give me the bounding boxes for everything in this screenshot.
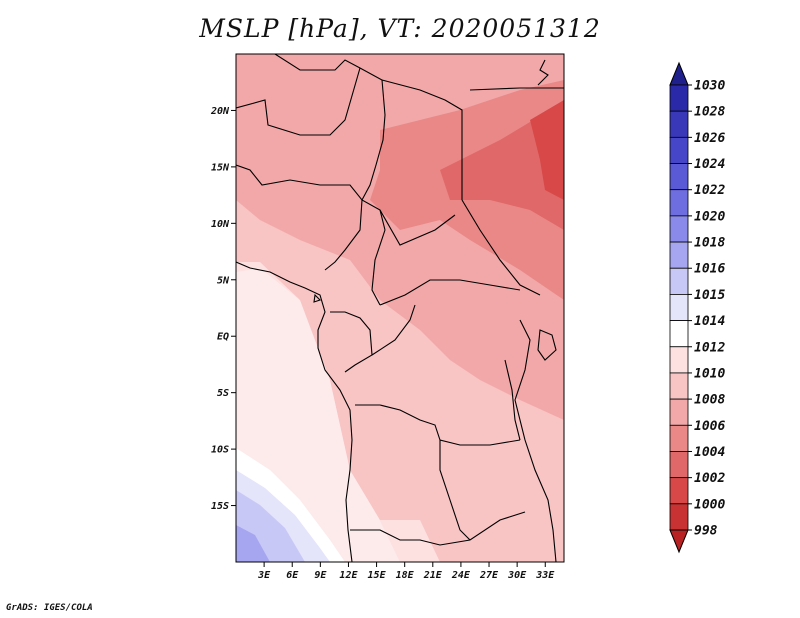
colorbar-segment xyxy=(669,320,689,348)
map-title: MSLP [hPa], VT: 2020051312 xyxy=(199,14,601,43)
lon-label: 27E xyxy=(479,570,499,581)
colorbar-segment xyxy=(669,110,689,138)
colorbar-label: 1026 xyxy=(694,131,725,146)
colorbar-segment xyxy=(669,241,689,269)
colorbar-bottom-arrow xyxy=(669,529,689,554)
border xyxy=(461,199,541,296)
colorbar-segment xyxy=(669,346,689,374)
lat-label: 5S xyxy=(217,388,229,399)
colorbar-label: 1015 xyxy=(694,288,725,303)
map-frame xyxy=(235,53,565,563)
colorbar-segment xyxy=(669,189,689,217)
lat-label: 10S xyxy=(211,445,229,456)
colorbar-segment xyxy=(669,267,689,295)
colorbar-label: 1014 xyxy=(694,314,725,329)
colorbar-label: 1022 xyxy=(694,183,725,198)
colorbar-label: 1018 xyxy=(694,236,725,251)
lon-label: 12E xyxy=(339,570,358,581)
lon-label: 30E xyxy=(507,570,527,581)
colorbar: 1030 1028 1026 1024 1022 1020 1018 1016 1015 1014… xyxy=(669,61,725,554)
pressure-field xyxy=(236,54,564,562)
lat-label: 15S xyxy=(211,501,229,512)
lat-label: 5N xyxy=(217,275,230,286)
colorbar-label: 1020 xyxy=(694,209,725,224)
border xyxy=(371,229,386,306)
border xyxy=(379,209,456,246)
colorbar-segment xyxy=(669,372,689,400)
colorbar-label: 1000 xyxy=(694,497,725,512)
lon-label: 33E xyxy=(535,570,555,581)
colorbar-label: 1016 xyxy=(694,262,725,277)
border xyxy=(324,199,363,271)
colorbar-segment xyxy=(669,451,689,479)
lake xyxy=(537,329,557,361)
colorbar-label: 1028 xyxy=(694,105,725,120)
colorbar-segment xyxy=(669,503,689,531)
field-1004-1006 xyxy=(440,100,564,230)
lat-label: 20N xyxy=(210,106,230,117)
lon-label: 9E xyxy=(314,570,327,581)
colorbar-label: 1012 xyxy=(694,340,725,355)
colorbar-label: 1006 xyxy=(694,419,725,434)
coastline xyxy=(537,59,549,86)
colorbar-label: 998 xyxy=(694,524,718,539)
axis-labels: 20N 15N 10N 5N EQ 5S 10S 15S 3E 6E 9E 12E 15E 18E 21E 2… xyxy=(210,106,555,581)
colorbar-top-arrow xyxy=(669,61,689,86)
coastlines-borders xyxy=(236,54,564,562)
colorbar-label: 1002 xyxy=(694,471,725,486)
border xyxy=(355,404,521,446)
colorbar-segment xyxy=(669,163,689,191)
colorbar-segment xyxy=(669,477,689,505)
colorbar-label: 1024 xyxy=(694,157,725,172)
coastline xyxy=(236,261,353,562)
field-1018-1020 xyxy=(236,525,270,562)
lake xyxy=(504,359,521,441)
colorbar-segment xyxy=(669,136,689,164)
border xyxy=(379,279,521,306)
lat-label: 10N xyxy=(211,219,230,230)
field-1002-1004 xyxy=(530,100,564,200)
colorbar-segment xyxy=(669,424,689,452)
border xyxy=(236,164,386,231)
grads-credit: GrADS: IGES/COLA xyxy=(6,603,93,613)
border xyxy=(236,67,361,136)
lon-label: 21E xyxy=(423,570,443,581)
lat-label: EQ xyxy=(217,332,229,343)
border xyxy=(469,87,564,91)
border xyxy=(439,440,471,541)
lon-label: 15E xyxy=(368,570,387,581)
lon-label: 18E xyxy=(396,570,415,581)
colorbar-segment xyxy=(669,294,689,321)
colorbar-label: 1010 xyxy=(694,366,725,381)
border xyxy=(330,311,373,373)
border xyxy=(350,511,526,546)
colorbar-segment xyxy=(669,398,689,426)
lon-label: 3E xyxy=(257,570,271,581)
lon-label: 6E xyxy=(286,570,299,581)
border xyxy=(381,79,463,200)
colorbar-label: 1030 xyxy=(694,79,725,94)
lat-label: 15N xyxy=(211,162,230,173)
colorbar-segment xyxy=(669,84,689,112)
border xyxy=(514,319,557,562)
island xyxy=(313,293,322,303)
border xyxy=(371,304,416,356)
colorbar-segment xyxy=(669,215,689,243)
colorbar-label: 1008 xyxy=(694,393,725,408)
lon-label: 24E xyxy=(451,570,471,581)
colorbar-label: 1004 xyxy=(694,445,725,460)
